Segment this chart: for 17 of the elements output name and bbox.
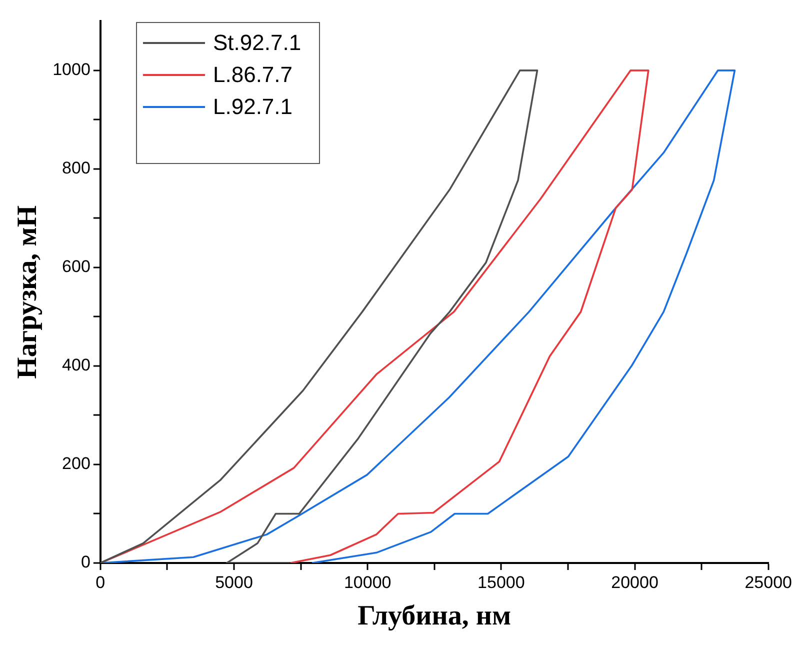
- x-tick-label: 15000: [478, 572, 525, 592]
- legend-label: St.92.7.1: [213, 30, 302, 56]
- y-tick-label: 400: [62, 356, 90, 375]
- y-tick-label: 200: [62, 454, 90, 474]
- x-tick-label: 5000: [215, 572, 253, 592]
- legend-label: L.92.7.1: [213, 94, 293, 120]
- x-tick-label: 25000: [744, 572, 792, 592]
- y-axis-title: Нагрузка, мН: [12, 205, 44, 379]
- legend-label: L.86.7.7: [213, 62, 293, 88]
- y-tick-label: 0: [80, 552, 90, 572]
- x-axis-title: Глубина, нм: [358, 600, 512, 632]
- y-tick-label: 800: [62, 158, 90, 178]
- y-tick-label: 600: [62, 257, 90, 276]
- y-tick-label: 1000: [52, 60, 90, 80]
- x-tick-label: 10000: [344, 572, 392, 592]
- x-tick-label: 0: [96, 572, 106, 592]
- x-tick-label: 20000: [611, 572, 658, 592]
